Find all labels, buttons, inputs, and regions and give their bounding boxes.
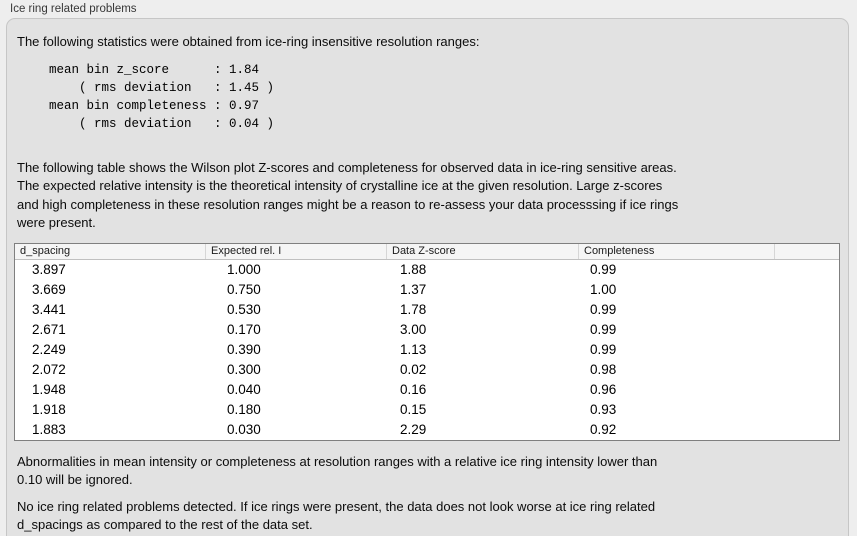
table-cell: 0.99 (590, 302, 617, 317)
table-description: The following table shows the Wilson plo… (17, 159, 679, 231)
table-cell: 0.030 (227, 422, 261, 437)
table-header-row: d_spacing Expected rel. I Data Z-score Comp… (15, 243, 839, 260)
table-cell: 3.669 (32, 282, 66, 297)
table-cell: 3.441 (32, 302, 66, 317)
table-cell: 1.000 (227, 262, 261, 277)
table-row[interactable]: 3.669 0.750 1.37 1.00 (15, 280, 839, 300)
table-cell: 3.897 (32, 262, 66, 277)
column-header-d-spacing[interactable]: d_spacing (15, 243, 206, 259)
table-row[interactable]: 2.249 0.390 1.13 0.99 (15, 340, 839, 360)
intro-text: The following statistics were obtained f… (17, 34, 480, 49)
table-cell: 1.37 (400, 282, 427, 297)
ice-ring-table: d_spacing Expected rel. I Data Z-score Comp… (14, 242, 840, 441)
table-cell: 0.02 (400, 362, 427, 377)
table-cell: 0.92 (590, 422, 617, 437)
table-row[interactable]: 3.441 0.530 1.78 0.99 (15, 300, 839, 320)
table-cell: 0.170 (227, 322, 261, 337)
table-cell: 2.671 (32, 322, 66, 337)
table-body: 3.897 1.000 1.88 0.99 3.669 0.750 1.37 1.00 3.44… (15, 260, 839, 440)
column-header-expected-rel-i[interactable]: Expected rel. I (206, 243, 387, 259)
table-cell: 0.040 (227, 382, 261, 397)
table-cell: 1.13 (400, 342, 427, 357)
table-row[interactable]: 1.918 0.180 0.15 0.93 (15, 400, 839, 420)
content-panel: The following statistics were obtained f… (6, 18, 849, 536)
table-cell: 0.530 (227, 302, 261, 317)
table-cell: 1.88 (400, 262, 427, 277)
table-cell: 3.00 (400, 322, 427, 337)
column-header-completeness[interactable]: Completeness (579, 243, 775, 259)
table-cell: 1.918 (32, 402, 66, 417)
table-cell: 0.99 (590, 322, 617, 337)
column-header-data-z-score[interactable]: Data Z-score (387, 243, 579, 259)
table-cell: 1.78 (400, 302, 427, 317)
table-cell: 1.948 (32, 382, 66, 397)
stats-block: mean bin z_score : 1.84 ( rms deviation … (49, 62, 275, 131)
table-row[interactable]: 1.948 0.040 0.16 0.96 (15, 380, 839, 400)
table-cell: 2.072 (32, 362, 66, 377)
table-cell: 1.883 (32, 422, 66, 437)
table-cell: 2.29 (400, 422, 427, 437)
section-title: Ice ring related problems (10, 3, 137, 15)
table-cell: 0.390 (227, 342, 261, 357)
table-cell: 1.00 (590, 282, 617, 297)
table-cell: 0.99 (590, 342, 617, 357)
table-row[interactable]: 1.883 0.030 2.29 0.92 (15, 420, 839, 440)
table-cell: 0.15 (400, 402, 427, 417)
table-cell: 0.93 (590, 402, 617, 417)
table-cell: 2.249 (32, 342, 66, 357)
column-header-filler (775, 244, 839, 259)
table-cell: 0.16 (400, 382, 427, 397)
table-cell: 0.180 (227, 402, 261, 417)
table-cell: 0.750 (227, 282, 261, 297)
table-row[interactable]: 3.897 1.000 1.88 0.99 (15, 260, 839, 280)
table-cell: 0.96 (590, 382, 617, 397)
table-cell: 0.300 (227, 362, 261, 377)
table-row[interactable]: 2.072 0.300 0.02 0.98 (15, 360, 839, 380)
table-cell: 0.99 (590, 262, 617, 277)
ignore-threshold-note: Abnormalities in mean intensity or compl… (17, 453, 658, 487)
table-row[interactable]: 2.671 0.170 3.00 0.99 (15, 320, 839, 340)
conclusion-text: No ice ring related problems detected. I… (17, 498, 656, 532)
table-cell: 0.98 (590, 362, 617, 377)
